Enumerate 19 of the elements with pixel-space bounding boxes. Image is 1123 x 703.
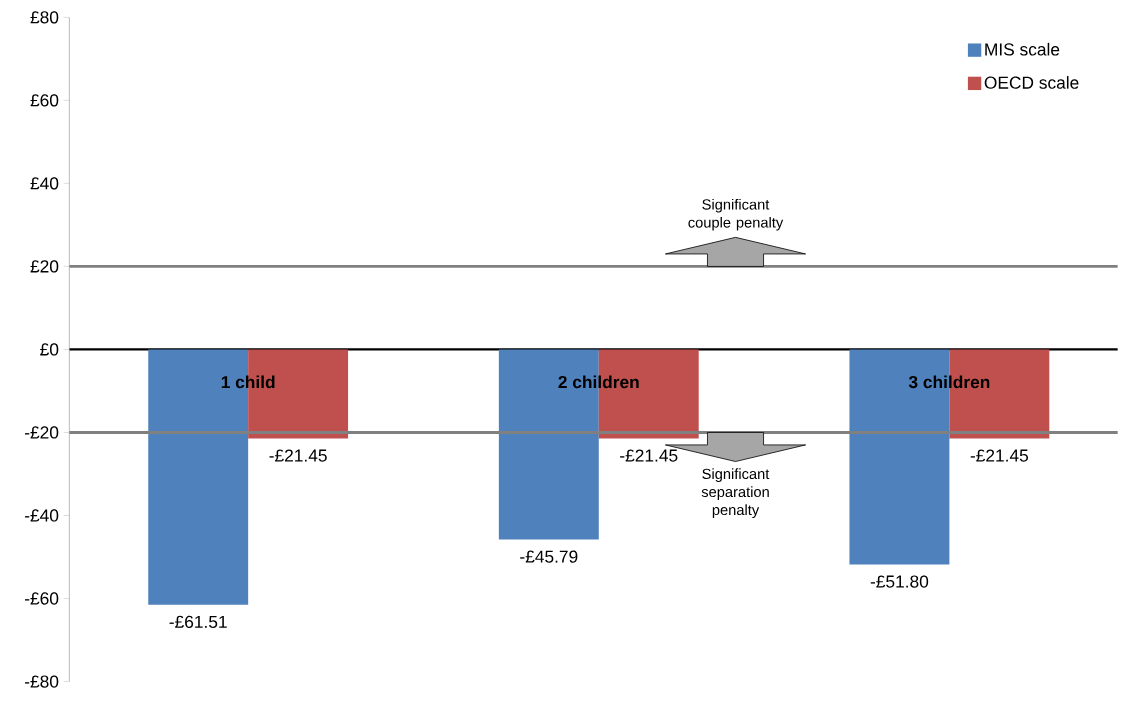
ref-line-label: Significant couple penalty: [688, 198, 784, 231]
y-tick-label: -£60: [25, 592, 59, 605]
data-label: -£21.45: [269, 449, 327, 462]
legend-label: MIS scale: [985, 42, 1060, 56]
y-tick-label: £20: [30, 260, 59, 273]
y-tick-label: £80: [30, 11, 59, 24]
y-tick-label: -£20: [25, 426, 59, 439]
data-label: -£45.79: [520, 550, 578, 563]
y-tick-label: £60: [30, 94, 59, 107]
legend-label: OECD scale: [984, 76, 1079, 89]
ref-line-label: Significant separation penalty: [701, 468, 770, 519]
data-label: -£21.45: [970, 449, 1029, 462]
y-tick-label: £40: [30, 177, 59, 190]
data-label: -£61.51: [169, 615, 227, 629]
data-label: -£51.80: [870, 575, 929, 588]
y-tick-label: £0: [40, 343, 59, 356]
data-label: -£21.45: [620, 449, 678, 462]
y-tick-label: -£40: [25, 509, 59, 522]
y-tick-label: -£80: [25, 675, 59, 688]
